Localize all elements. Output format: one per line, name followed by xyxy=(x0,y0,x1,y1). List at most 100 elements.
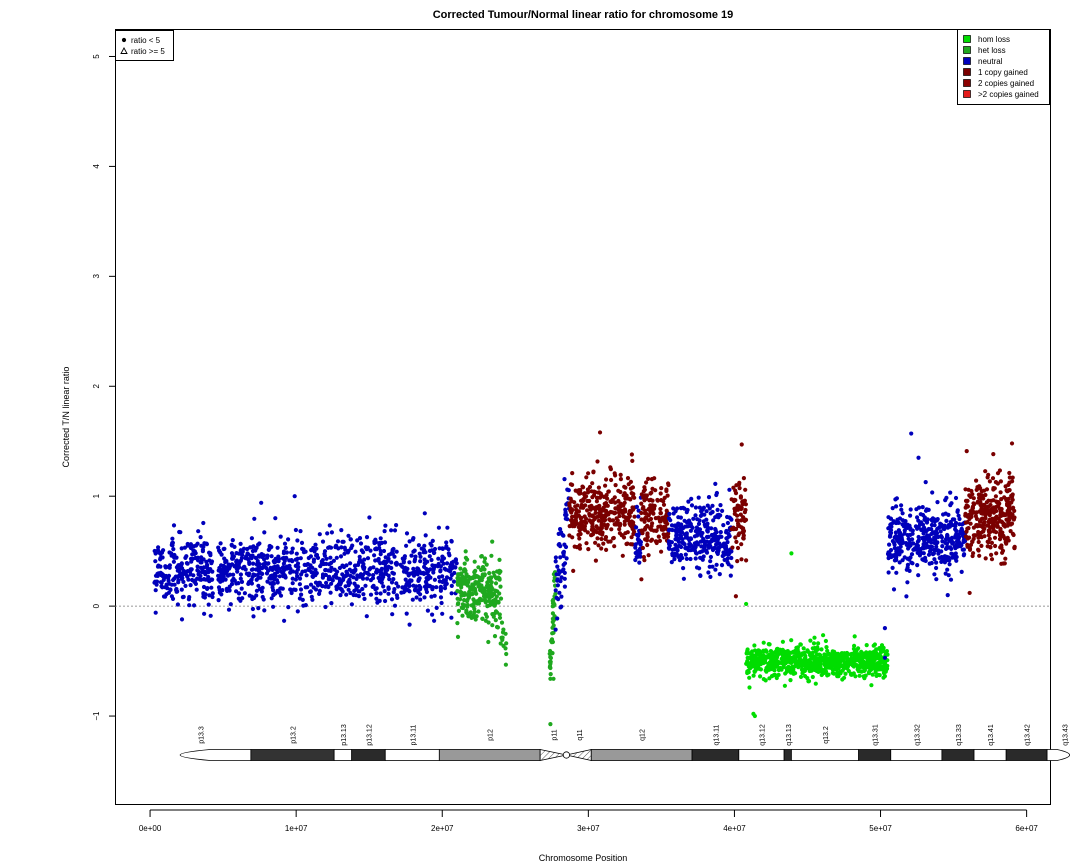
band-label: p13.13 xyxy=(341,724,348,746)
data-point xyxy=(907,541,913,546)
data-point xyxy=(226,607,232,612)
data-point xyxy=(206,570,211,575)
data-point xyxy=(929,544,935,549)
data-point xyxy=(721,523,726,528)
data-point xyxy=(623,496,628,501)
data-point xyxy=(273,516,278,521)
data-point xyxy=(987,518,992,524)
data-point xyxy=(738,494,744,499)
data-point xyxy=(497,557,502,563)
data-point xyxy=(890,539,896,544)
data-point xyxy=(788,668,794,673)
data-point xyxy=(375,600,380,605)
data-point xyxy=(250,606,255,612)
data-point xyxy=(270,585,275,590)
data-point xyxy=(416,578,421,584)
data-point xyxy=(415,569,420,574)
data-point xyxy=(632,514,637,519)
data-point xyxy=(666,481,671,486)
data-point xyxy=(304,573,309,578)
data-point xyxy=(998,490,1003,495)
data-point xyxy=(715,507,720,512)
data-point xyxy=(892,546,897,551)
data-point xyxy=(773,659,778,664)
data-point xyxy=(574,545,580,550)
data-point xyxy=(701,545,706,550)
data-point xyxy=(888,533,893,538)
data-point xyxy=(649,527,654,532)
state-swatch xyxy=(963,57,971,65)
data-point xyxy=(294,557,299,562)
data-point xyxy=(878,667,883,672)
data-point xyxy=(755,656,760,662)
data-point xyxy=(372,553,377,558)
data-point xyxy=(900,518,905,523)
data-point xyxy=(947,524,953,529)
data-point xyxy=(425,559,430,564)
state-legend-box xyxy=(957,29,1050,105)
data-point xyxy=(256,563,261,568)
data-point xyxy=(333,545,338,550)
data-point xyxy=(641,555,647,560)
data-point xyxy=(430,585,435,590)
data-point xyxy=(209,559,215,564)
data-point xyxy=(997,468,1003,473)
data-point xyxy=(596,485,602,490)
data-point xyxy=(317,532,322,537)
data-point xyxy=(293,577,298,582)
data-point xyxy=(940,544,945,549)
data-point xyxy=(639,577,644,582)
data-point xyxy=(249,536,254,541)
data-point xyxy=(795,647,800,652)
data-point xyxy=(448,564,453,570)
data-point xyxy=(728,573,733,578)
data-point xyxy=(430,538,435,544)
data-point xyxy=(768,667,773,672)
data-point xyxy=(894,496,900,501)
data-point xyxy=(978,534,984,540)
data-point xyxy=(1007,480,1012,485)
data-point xyxy=(697,530,702,535)
data-point xyxy=(924,518,930,523)
data-point xyxy=(429,557,434,563)
data-point xyxy=(893,530,899,535)
data-point xyxy=(591,469,596,474)
data-point xyxy=(762,654,767,659)
data-point xyxy=(338,586,343,591)
data-point xyxy=(410,597,415,602)
data-point xyxy=(884,649,890,654)
data-point xyxy=(594,499,600,504)
data-point xyxy=(392,587,397,592)
data-point xyxy=(489,553,494,558)
data-point xyxy=(920,505,925,510)
data-point xyxy=(341,575,346,581)
data-point xyxy=(231,572,236,577)
data-point xyxy=(698,539,704,544)
data-point xyxy=(448,569,453,574)
data-point xyxy=(485,604,490,609)
data-point xyxy=(244,571,249,576)
data-point xyxy=(965,526,970,531)
data-point xyxy=(999,507,1004,512)
data-point xyxy=(989,540,995,546)
data-point xyxy=(655,498,660,503)
data-point xyxy=(260,585,265,591)
data-point xyxy=(710,503,715,508)
data-point xyxy=(878,653,883,659)
data-point xyxy=(769,649,774,654)
data-point xyxy=(491,570,496,575)
data-point xyxy=(494,610,500,615)
data-point xyxy=(585,498,590,504)
data-point xyxy=(374,567,379,572)
data-point xyxy=(642,519,647,524)
data-point xyxy=(374,591,379,596)
data-point xyxy=(731,485,736,490)
data-point xyxy=(216,585,222,590)
data-point xyxy=(953,556,958,561)
data-point xyxy=(629,452,635,457)
data-point xyxy=(696,521,702,527)
data-point xyxy=(634,525,639,530)
data-point xyxy=(808,638,813,643)
data-point xyxy=(887,525,892,530)
data-point xyxy=(169,542,174,548)
